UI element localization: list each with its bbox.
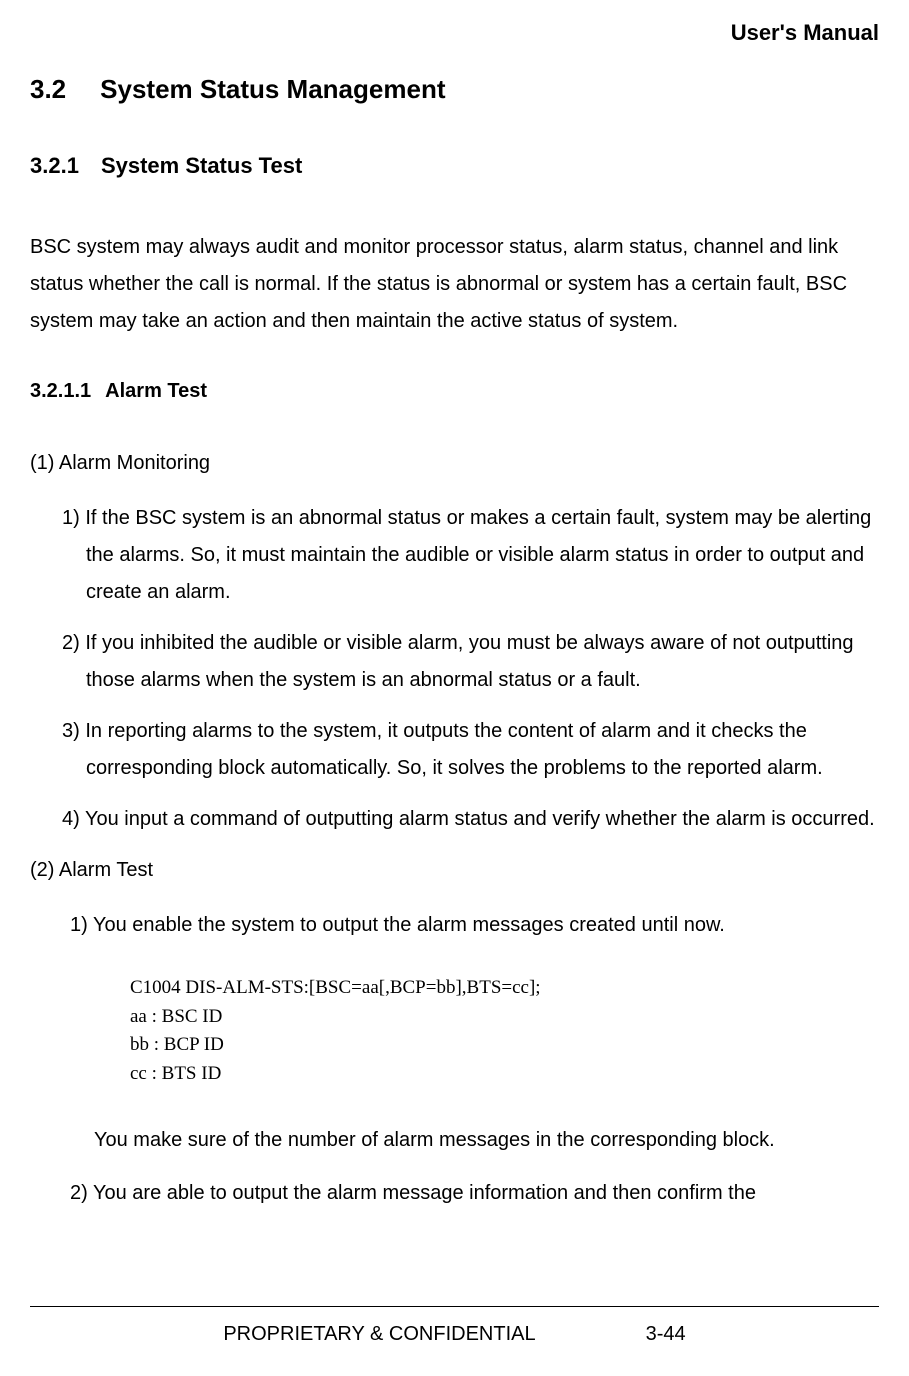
list-item: 3) In reporting alarms to the system, it… [62,713,879,787]
code-line: cc : BTS ID [130,1060,879,1089]
list-item: 1) You enable the system to output the a… [70,907,879,944]
header-title: User's Manual [30,20,879,46]
code-line: bb : BCP ID [130,1031,879,1060]
page-content: User's Manual 3.2 System Status Managemen… [0,0,909,1212]
code-block: C1004 DIS-ALM-STS:[BSC=aa[,BCP=bb],BTS=c… [130,974,879,1088]
heading-1-num: 3.2 [30,74,66,105]
heading-3-num: 3.2.1.1 [30,380,91,403]
code-line: C1004 DIS-ALM-STS:[BSC=aa[,BCP=bb],BTS=c… [130,974,879,1003]
heading-1: 3.2 System Status Management [30,74,879,105]
heading-1-title: System Status Management [100,74,445,104]
list-item: 2) You are able to output the alarm mess… [70,1175,879,1212]
footer-confidential: PROPRIETARY & CONFIDENTIAL [223,1323,535,1346]
intro-paragraph: BSC system may always audit and monitor … [30,229,879,340]
footer-page-number: 3-44 [646,1323,686,1345]
heading-2-num: 3.2.1 [30,153,79,179]
heading-2: 3.2.1 System Status Test [30,153,879,179]
code-line: aa : BSC ID [130,1003,879,1032]
list-item: 4) You input a command of outputting ala… [62,801,879,838]
heading-3: 3.2.1.1 Alarm Test [30,380,879,403]
group-1-title: (1) Alarm Monitoring [30,445,879,482]
note-line: You make sure of the number of alarm mes… [94,1122,879,1159]
heading-2-title: System Status Test [101,153,302,178]
list-item: 2) If you inhibited the audible or visib… [62,625,879,699]
group-2-title: (2) Alarm Test [30,852,879,889]
page-footer: PROPRIETARY & CONFIDENTIAL 3-44 [30,1306,879,1346]
heading-3-title: Alarm Test [105,380,207,402]
list-item: 1) If the BSC system is an abnormal stat… [62,500,879,611]
